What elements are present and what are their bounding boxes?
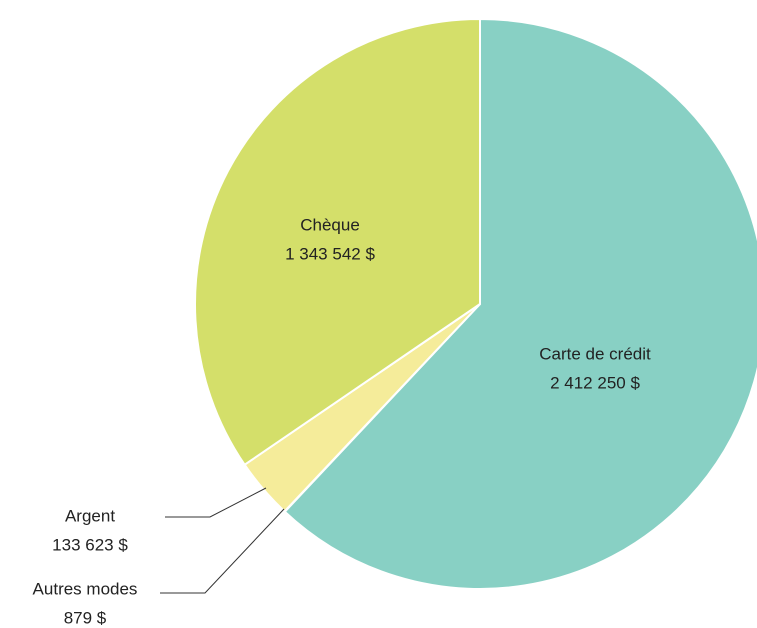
slice-label: Carte de crédit [539,344,651,363]
slice-value-label: 133 623 $ [52,535,128,554]
slice-label: Autres modes [33,579,138,598]
pie-slice [194,17,481,467]
slice-value-label: 879 $ [64,608,107,627]
slice-value-label: 2 412 250 $ [550,373,640,392]
pie-slice [283,17,757,590]
leader-line [160,508,285,594]
slice-label: Argent [65,506,115,525]
slice-value-label: 1 343 542 $ [285,244,375,263]
slice-label: Chèque [300,215,360,234]
leader-line [165,487,267,518]
